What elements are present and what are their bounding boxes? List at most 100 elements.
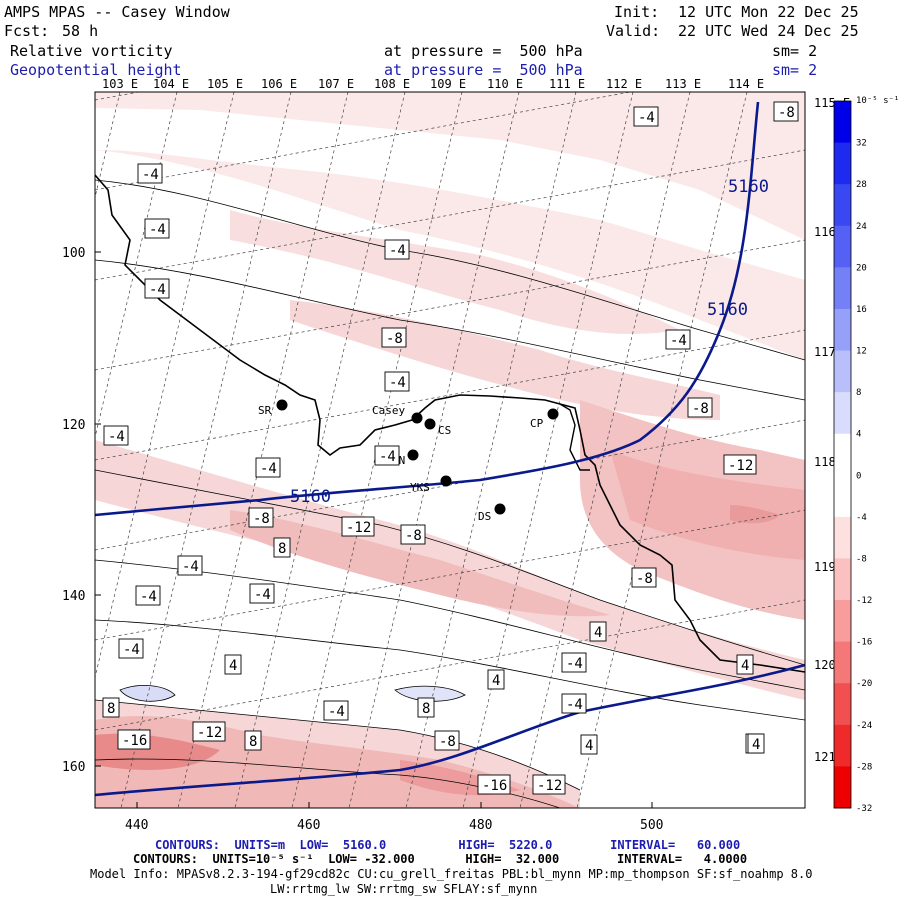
- valid-label: Valid:: [606, 22, 661, 40]
- meridian-line: [519, 92, 691, 808]
- parallel-line: [95, 509, 805, 641]
- vorticity-label-box: [687, 397, 713, 418]
- top-lon-label: 105 E: [207, 77, 244, 91]
- y-tick-label: 160: [62, 760, 85, 775]
- vorticity-label: -4: [140, 589, 157, 605]
- vorticity-label: -8: [778, 105, 795, 121]
- vorticity-label: -4: [389, 243, 406, 259]
- colorbar-swatch: [834, 184, 851, 227]
- vorticity-label: -12: [346, 520, 371, 536]
- station-markers: SRCaseyCSCPANYKSDS: [258, 399, 559, 523]
- vorticity-label-box: [747, 733, 765, 754]
- vorticity-label-box: [723, 454, 757, 475]
- colorbar-swatch: [834, 433, 851, 476]
- colorbar-swatch: [834, 558, 851, 601]
- geopotential-contours: [95, 101, 805, 797]
- height-contour-label: 5160: [728, 177, 769, 197]
- top-lon-label: 103 E: [102, 77, 139, 91]
- vorticity-label-box: [118, 638, 144, 659]
- footer-contours-height: CONTOURS: UNITS=m LOW= 5160.0 HIGH= 5220…: [155, 838, 741, 852]
- vorticity-label-box: [177, 555, 203, 576]
- meridian-line: [120, 92, 292, 808]
- parallel-line: [95, 149, 805, 281]
- colorbar-tick-label: 8: [856, 388, 861, 398]
- vorticity-label: 4: [585, 738, 593, 754]
- forecast-value: 58 h: [62, 22, 99, 40]
- colorbar-swatch: [834, 225, 851, 268]
- footer-contours-vorticity: CONTOURS: UNITS=10⁻⁵ s⁻¹ LOW= -32.000 HI…: [133, 852, 748, 866]
- station-cp-label: CP: [530, 417, 544, 430]
- vorticity-label: -4: [379, 449, 396, 465]
- vorticity-label-box: [417, 697, 435, 718]
- vorticity-label: -4: [142, 167, 159, 183]
- colorbar-tick-label: 32: [856, 139, 867, 149]
- vorticity-label-box: [135, 585, 161, 606]
- map-labels: 5160 5160 5160 -8 -4 -4 -4 -4 -4 -8 -4 -4 -4 -8 -4 -12 -…: [102, 101, 799, 795]
- vorticity-label: -8: [253, 511, 270, 527]
- vorticity-label-box: [487, 669, 505, 690]
- station-casey-dot: [411, 412, 423, 424]
- top-lon-label: 110 E: [487, 77, 524, 91]
- top-lon-label: 112 E: [606, 77, 643, 91]
- vorticity-label: -4: [566, 656, 583, 672]
- vorticity-label: -4: [328, 704, 345, 720]
- field2-level: at pressure = 500 hPa: [384, 61, 583, 79]
- forecast-label: Fcst:: [4, 22, 50, 40]
- vorticity-label: -8: [636, 571, 653, 587]
- station-ds-label: DS: [478, 510, 491, 523]
- colorbar-tick-label: 24: [856, 222, 867, 232]
- vorticity-label-box: [561, 693, 587, 714]
- top-lon-label: 106 E: [261, 77, 298, 91]
- vorticity-label-box: [384, 239, 410, 260]
- station-cs-label: CS: [438, 424, 451, 437]
- meridian-line: [177, 92, 349, 808]
- vorticity-label: -8: [386, 331, 403, 347]
- meridian-line: [405, 92, 577, 808]
- colorbar-tick-label: -32: [856, 804, 872, 814]
- colorbar-tick-label: -28: [856, 762, 872, 772]
- parallel-line: [95, 419, 805, 551]
- station-yks-dot: [440, 475, 452, 487]
- colorbar-tick-label: 16: [856, 305, 867, 315]
- coastline-inlet: [559, 403, 590, 471]
- vorticity-label: -4: [123, 642, 140, 658]
- vorticity-label-box: [248, 507, 274, 528]
- colorbar-tick-label: -8: [856, 554, 867, 564]
- colorbar-swatch: [834, 142, 851, 185]
- colorbar-swatch: [834, 516, 851, 559]
- x-tick-label: 500: [640, 818, 663, 833]
- colorbar-swatch: [834, 267, 851, 310]
- vorticity-label-box: [532, 774, 566, 795]
- station-sr-label: SR: [258, 404, 272, 417]
- station-sr-dot: [276, 399, 288, 411]
- colorbar-swatch: [834, 350, 851, 393]
- vorticity-label: 4: [741, 658, 749, 674]
- vorticity-label: 8: [278, 541, 286, 557]
- colorbar-swatch: [834, 392, 851, 435]
- top-lon-label: 108 E: [374, 77, 411, 91]
- plot-frame: [94, 91, 806, 809]
- colorbar-swatch: [834, 475, 851, 518]
- parallel-line: [95, 92, 141, 101]
- colorbar-swatch: [834, 724, 851, 767]
- vorticity-label: -4: [182, 559, 199, 575]
- colorbar-swatch: [834, 766, 851, 809]
- field1-smooth: sm= 2: [772, 42, 818, 60]
- vorticity-label: -8: [405, 528, 422, 544]
- valid-value: 22 UTC Wed 24 Dec 25: [678, 22, 859, 40]
- y-axis-ticks: 100 120 140 160: [62, 246, 101, 775]
- vorticity-label: 4: [594, 625, 602, 641]
- vorticity-label-box: [102, 697, 120, 718]
- vorticity-label: -4: [389, 375, 406, 391]
- vorticity-label: 4: [492, 673, 500, 689]
- vorticity-label: -4: [108, 429, 125, 445]
- x-axis-ticks: 440 460 480 500: [125, 802, 663, 833]
- vorticity-label: -4: [149, 222, 166, 238]
- vorticity-label: -4: [260, 461, 277, 477]
- colorbar-tick-label: -4: [856, 513, 867, 523]
- vorticity-label-box: [374, 445, 400, 466]
- vorticity-label: -4: [149, 282, 166, 298]
- vorticity-label: -16: [482, 778, 507, 794]
- station-cp-dot: [547, 408, 559, 420]
